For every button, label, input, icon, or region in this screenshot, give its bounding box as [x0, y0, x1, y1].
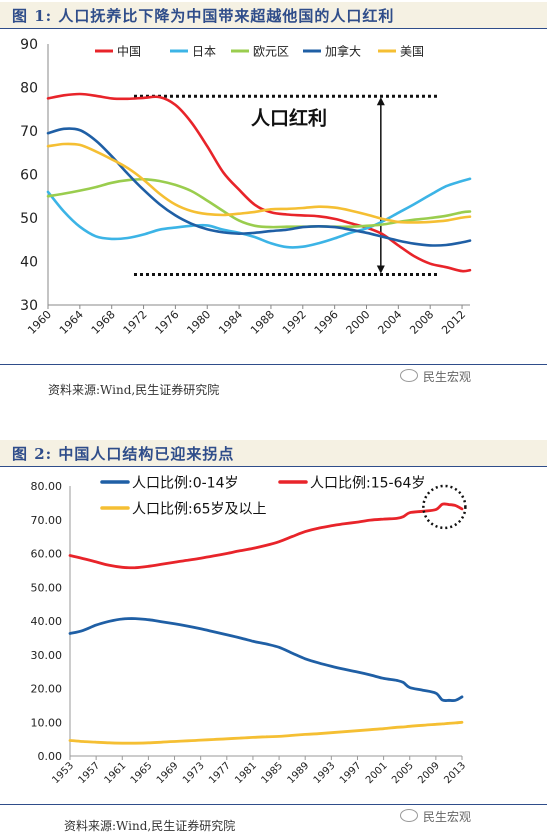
x-tick-label: 1980 [184, 308, 213, 337]
legend-label-3: 加拿大 [325, 44, 361, 59]
x-tick-label: 1968 [89, 308, 118, 337]
y-tick-label: 30 [20, 298, 38, 314]
wechat-icon [400, 369, 418, 382]
x-tick-label: 1973 [181, 760, 207, 786]
x-tick-label: 1985 [259, 760, 285, 786]
figure1-watermark: 民生宏观 [400, 368, 471, 385]
x-tick-label: 1993 [312, 760, 338, 786]
figure1-source: 资料来源:Wind,民生证券研究院 [48, 383, 220, 397]
legend-label-2: 人口比例:65岁及以上 [132, 502, 267, 518]
legend-label-1: 日本 [192, 45, 216, 59]
x-tick-label: 1964 [57, 308, 86, 337]
y-tick-label: 40.00 [31, 615, 63, 628]
figure1-header: 图 1: 人口抚养比下降为中国带来超越他国的人口红利 [0, 2, 547, 29]
x-tick-label: 1957 [76, 760, 102, 786]
y-tick-label: 80.00 [31, 480, 63, 493]
x-tick-label: 1969 [155, 760, 181, 786]
legend-label-4: 美国 [400, 45, 424, 59]
legend-label-0: 人口比例:0-14岁 [132, 476, 239, 492]
series-line-2 [68, 720, 464, 745]
y-tick-label: 60.00 [31, 548, 63, 561]
y-tick-label: 80 [20, 81, 38, 97]
figure1-watermark-text: 民生宏观 [423, 370, 472, 384]
series-line-2 [46, 177, 472, 229]
figure2-watermark: 民生宏观 [400, 808, 471, 825]
arrow-head-up [376, 97, 385, 106]
figure2-header: 图 2: 中国人口结构已迎来拐点 [0, 440, 547, 467]
figure1-title: 图 1: 人口抚养比下降为中国带来超越他国的人口红利 [12, 7, 395, 25]
x-tick-label: 1992 [280, 308, 309, 337]
y-tick-label: 30.00 [31, 649, 63, 662]
y-tick-label: 10.00 [31, 716, 63, 729]
x-tick-label: 1984 [216, 308, 245, 337]
x-tick-label: 2009 [416, 760, 442, 786]
x-tick-label: 2012 [439, 308, 468, 337]
arrow-head-down [376, 265, 385, 274]
figure2-source: 资料来源:Wind,民生证券研究院 [64, 819, 236, 833]
figure2-bottom-rule [0, 804, 547, 805]
series-line-1 [46, 177, 472, 249]
x-tick-label: 2001 [364, 760, 390, 786]
y-tick-label: 0.00 [38, 750, 63, 763]
legend-label-0: 中国 [117, 44, 141, 59]
x-tick-label: 1989 [286, 760, 312, 786]
y-tick-label: 60 [20, 168, 38, 184]
y-tick-label: 90 [20, 37, 38, 53]
wechat-icon [400, 809, 418, 822]
x-tick-label: 2013 [442, 760, 468, 786]
y-tick-label: 40 [20, 255, 38, 271]
legend-label-1: 人口比例:15-64岁 [310, 476, 425, 492]
turning-point-circle [422, 484, 467, 530]
x-tick-label: 1965 [129, 760, 155, 786]
y-tick-label: 50.00 [31, 581, 63, 594]
series-line-1 [68, 502, 464, 570]
figure2-watermark-text: 民生宏观 [423, 810, 472, 824]
x-tick-label: 2000 [344, 308, 373, 337]
x-tick-label: 1972 [121, 308, 150, 337]
x-tick-label: 1961 [103, 760, 129, 786]
x-tick-label: 1977 [207, 760, 233, 786]
annotation-label: 人口红利 [251, 106, 327, 129]
series-line-0 [68, 617, 464, 703]
legend-label-2: 欧元区 [253, 45, 289, 59]
figure2-chart: 0.00 10.00 20.00 30.00 40.00 50.00 60.00 70.00 8… [31, 476, 469, 787]
y-tick-label: 50 [20, 211, 38, 227]
x-tick-label: 1988 [248, 308, 277, 337]
x-tick-label: 2004 [375, 308, 404, 337]
x-tick-label: 1997 [338, 760, 364, 786]
x-tick-label: 1953 [50, 760, 76, 786]
x-tick-label: 1976 [153, 308, 182, 337]
figure2-title: 图 2: 中国人口结构已迎来拐点 [12, 445, 235, 463]
y-tick-label: 70.00 [31, 514, 63, 527]
x-tick-label: 1981 [233, 760, 259, 786]
y-tick-label: 20.00 [31, 683, 63, 696]
series-line-3 [46, 127, 472, 247]
x-tick-label: 1996 [312, 308, 341, 337]
y-tick-label: 70 [20, 124, 38, 140]
x-tick-label: 2005 [390, 760, 416, 786]
series-line-4 [46, 142, 472, 224]
figure1-bottom-rule [0, 364, 547, 365]
x-tick-label: 2008 [407, 308, 436, 337]
